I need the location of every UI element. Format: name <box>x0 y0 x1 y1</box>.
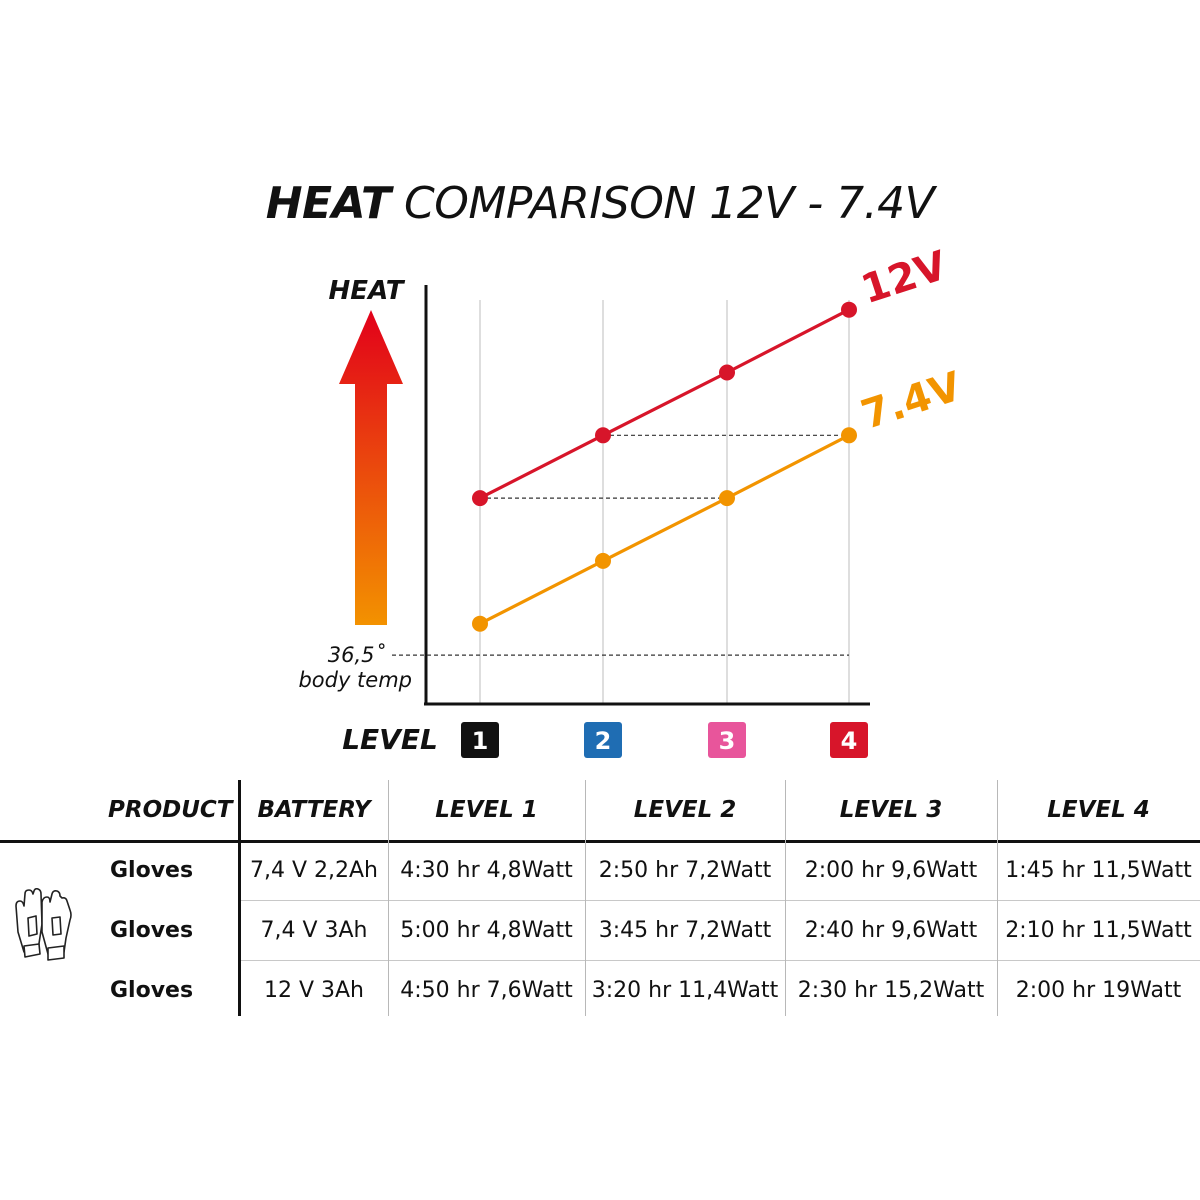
point-12V-4 <box>841 301 857 318</box>
point-12V-1 <box>472 490 488 507</box>
row-divider <box>240 900 1200 901</box>
point-7.4V-1 <box>472 615 488 632</box>
row-divider <box>240 960 1200 961</box>
chart-title: HEAT COMPARISON 12V - 7.4V <box>0 178 1200 229</box>
table-cell: 2:00 hr 19Watt <box>1015 977 1182 1003</box>
heat-arrow <box>339 310 403 625</box>
battery-table: PRODUCT BATTERY LEVEL 1 LEVEL 2 LEVEL 3 LEVEL… <box>0 780 1200 1020</box>
title-bold: HEAT <box>265 178 391 229</box>
level-badge-2 <box>584 722 622 758</box>
point-7.4V-3 <box>719 490 735 507</box>
table-cell: 2:30 hr 15,2Watt <box>797 977 985 1003</box>
level-label-2: 2 <box>595 727 612 755</box>
point-7.4V-4 <box>841 427 857 444</box>
table-cell: 3:45 hr 7,2Watt <box>598 917 772 943</box>
column-divider <box>585 780 586 1016</box>
series-line-7.4V <box>479 433 850 626</box>
point-12V-3 <box>719 364 735 381</box>
table-cell: 4:30 hr 4,8Watt <box>400 857 573 883</box>
point-12V-2 <box>595 427 611 444</box>
table-cell: 3:20 hr 11,4Watt <box>591 977 779 1003</box>
table-cell: 7,4 V 2,2Ah <box>249 857 378 883</box>
table-cell: 1:45 hr 11,5Watt <box>1005 857 1192 883</box>
heat-chart: HEAT 36,5˚ body temp 12V 7.4V LEVEL 1 2 3 4 <box>298 243 967 758</box>
reference-lines <box>392 434 849 656</box>
series-label-12V: 12V <box>856 243 953 314</box>
series-layer: 12V 7.4V <box>472 243 967 632</box>
product-divider <box>238 780 241 1016</box>
level-label-1: 1 <box>472 727 489 755</box>
product-cell: Gloves <box>110 977 194 1003</box>
level-badges: 1 2 3 4 <box>461 722 868 758</box>
point-7.4V-2 <box>595 552 611 569</box>
header-level-3: LEVEL 3 <box>839 797 943 823</box>
column-divider <box>785 780 786 1016</box>
gridlines <box>479 300 850 703</box>
glove-icon <box>15 888 72 961</box>
level-label-4: 4 <box>841 727 858 755</box>
column-divider <box>388 780 389 1016</box>
baseline-label-body: body temp <box>298 668 412 692</box>
table-cell: 4:50 hr 7,6Watt <box>400 977 573 1003</box>
level-badge-4 <box>830 722 868 758</box>
header-battery: BATTERY <box>257 797 371 823</box>
y-axis-label: HEAT <box>329 276 406 306</box>
x-axis-label: LEVEL <box>342 723 438 756</box>
header-rule <box>0 840 1200 843</box>
baseline-label-temp: 36,5˚ <box>328 643 386 667</box>
table-cell: 2:40 hr 9,6Watt <box>804 917 978 943</box>
level-badge-1 <box>461 722 499 758</box>
table-cell: 2:10 hr 11,5Watt <box>1005 917 1192 943</box>
table-cell: 7,4 V 3Ah <box>260 917 368 943</box>
level-label-3: 3 <box>719 727 736 755</box>
header-level-1: LEVEL 1 <box>435 797 538 823</box>
series-label-7.4V: 7.4V <box>856 364 967 439</box>
header-level-2: LEVEL 2 <box>633 797 737 823</box>
table-cell: 5:00 hr 4,8Watt <box>400 917 573 943</box>
table-cell: 2:00 hr 9,6Watt <box>804 857 978 883</box>
header-level-4: LEVEL 4 <box>1047 797 1150 823</box>
table-cell: 2:50 hr 7,2Watt <box>598 857 772 883</box>
product-cell: Gloves <box>110 857 194 883</box>
header-product: PRODUCT <box>108 797 233 823</box>
title-rest: COMPARISON 12V - 7.4V <box>390 178 935 229</box>
table-cell: 12 V 3Ah <box>263 977 365 1003</box>
series-line-12V <box>479 308 850 500</box>
product-cell: Gloves <box>110 917 194 943</box>
level-badge-3 <box>708 722 746 758</box>
column-divider <box>997 780 998 1016</box>
